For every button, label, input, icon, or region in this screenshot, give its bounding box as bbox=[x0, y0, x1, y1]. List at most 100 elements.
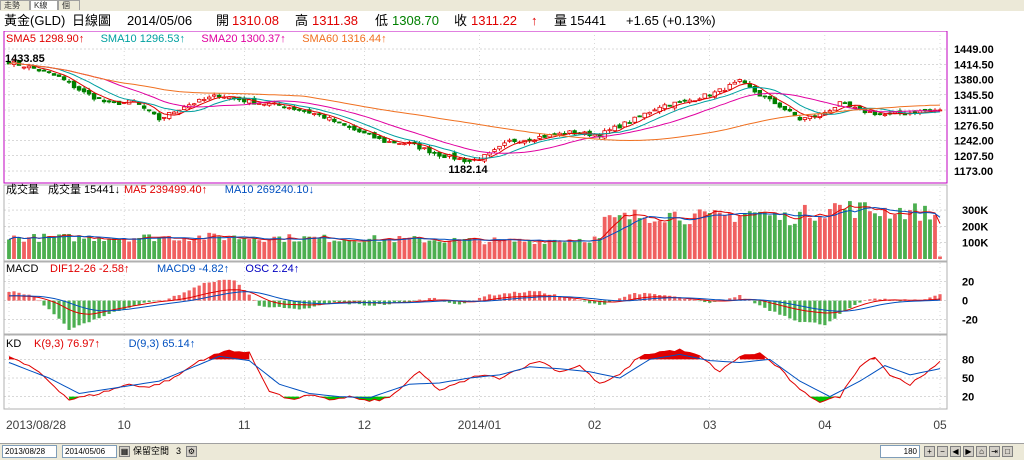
home-icon[interactable]: ⌂ bbox=[976, 446, 987, 457]
volume-bar bbox=[247, 239, 252, 259]
tab-kline[interactable]: K線圖 bbox=[30, 0, 58, 20]
date-from-field[interactable]: 2013/08/28 bbox=[2, 445, 57, 458]
osc-bar bbox=[778, 300, 782, 315]
volume-bar bbox=[192, 238, 197, 259]
candle-body bbox=[572, 130, 577, 135]
osc-bar bbox=[593, 300, 597, 304]
volume-bar bbox=[462, 238, 467, 259]
candle-body bbox=[262, 103, 267, 106]
volume-bar bbox=[878, 216, 882, 259]
date-to-field[interactable]: 2014/05/06 bbox=[62, 445, 117, 458]
volume-bar bbox=[848, 201, 852, 259]
volume-bar bbox=[117, 238, 122, 259]
legend-k93: K(9,3) 76.97↑ bbox=[34, 338, 100, 350]
tab-intraday[interactable]: 走勢圖 bbox=[0, 0, 30, 20]
calendar-icon[interactable]: ▦ bbox=[119, 446, 130, 457]
volume-bar bbox=[482, 244, 487, 259]
osc-bar bbox=[708, 300, 712, 303]
scroll-right-icon[interactable]: ▶ bbox=[963, 446, 974, 457]
osc-bar bbox=[733, 297, 737, 301]
kd-panel-title: KD bbox=[6, 338, 21, 350]
volume-bar bbox=[312, 236, 317, 259]
volume-bar bbox=[622, 212, 627, 259]
osc-bar bbox=[608, 300, 612, 302]
volume-bar bbox=[647, 222, 652, 259]
legend-sma5: SMA5 1298.90↑ bbox=[6, 33, 84, 45]
volume-bar bbox=[177, 240, 182, 259]
osc-bar bbox=[102, 300, 106, 317]
candle-body bbox=[247, 99, 252, 104]
candle-body bbox=[207, 96, 212, 100]
candle-body bbox=[397, 143, 402, 145]
volume-bar bbox=[747, 211, 752, 259]
tab-stock[interactable]: 個股 bbox=[58, 0, 80, 20]
legend-sma60: SMA60 1316.44↑ bbox=[302, 33, 386, 45]
osc-bar bbox=[763, 300, 767, 308]
candle-body bbox=[567, 130, 572, 134]
osc-bar bbox=[112, 300, 116, 312]
volume-bar bbox=[607, 215, 612, 259]
end-icon[interactable]: ⇥ bbox=[989, 446, 1000, 457]
volume-bar bbox=[762, 211, 767, 259]
candle-body bbox=[662, 104, 667, 110]
zoom-in-icon[interactable]: + bbox=[924, 446, 935, 457]
price-tick-label: 1242.00 bbox=[954, 136, 994, 148]
osc-bar bbox=[487, 294, 492, 301]
volume-bar bbox=[632, 209, 637, 259]
volume-bar bbox=[667, 212, 672, 259]
volume-bar bbox=[527, 240, 532, 259]
volume-bar bbox=[457, 239, 462, 259]
osc-bar bbox=[482, 296, 487, 301]
volume-bar bbox=[162, 236, 167, 259]
candle-body bbox=[607, 129, 612, 132]
osc-bar bbox=[157, 299, 161, 301]
osc-bar bbox=[718, 300, 722, 301]
keep-space-value[interactable]: 3 bbox=[176, 446, 182, 456]
low-label: 低 bbox=[375, 13, 389, 28]
volume-bar bbox=[577, 238, 582, 259]
macd-tick-label: 20 bbox=[962, 277, 974, 289]
osc-bar bbox=[783, 300, 787, 316]
volume-value: 15441 bbox=[570, 13, 607, 28]
osc-bar bbox=[477, 297, 482, 301]
stock-chart[interactable]: 1449.00 1414.50 1380.00 1345.50 1311.00 1276.… bbox=[0, 31, 1024, 443]
candle-body bbox=[652, 109, 657, 112]
volume-bar bbox=[512, 241, 517, 259]
volume-bar bbox=[933, 214, 937, 259]
price-tick-label: 1173.00 bbox=[954, 166, 993, 178]
sma20-line bbox=[8, 62, 941, 154]
kd-overbought-area bbox=[739, 352, 765, 360]
candle-body bbox=[287, 107, 292, 110]
quote-header: 黃金(GLD) 日線圖 2014/05/06 開 1310.08 高 1311.… bbox=[0, 11, 1024, 31]
osc-bar bbox=[452, 300, 457, 304]
osc-bar bbox=[643, 292, 647, 301]
candle-body bbox=[682, 99, 687, 102]
volume-bar bbox=[82, 238, 86, 259]
volume-bar bbox=[772, 212, 777, 259]
osc-bar bbox=[267, 300, 271, 308]
candle-body bbox=[537, 136, 542, 139]
volume-bar bbox=[197, 235, 202, 259]
osc-bar bbox=[432, 297, 437, 301]
osc-bar bbox=[327, 300, 331, 304]
scroll-left-icon[interactable]: ◀ bbox=[950, 446, 961, 457]
candle-body bbox=[181, 106, 187, 110]
price-tick-label: 1311.00 bbox=[954, 105, 993, 117]
volume-bar bbox=[918, 220, 922, 259]
volume-bar bbox=[782, 212, 787, 259]
zoom-out-icon[interactable]: − bbox=[937, 446, 948, 457]
quote-date: 2014/05/06 bbox=[127, 13, 193, 28]
candle-body bbox=[362, 130, 367, 134]
osc-bar bbox=[578, 300, 582, 301]
volume-bar bbox=[797, 211, 802, 259]
settings-icon[interactable]: ⚙ bbox=[186, 446, 197, 457]
osc-bar bbox=[748, 300, 752, 301]
osc-bar bbox=[37, 300, 41, 302]
fullscreen-icon[interactable]: □ bbox=[1002, 446, 1013, 457]
bar-count-field[interactable]: 180 bbox=[880, 445, 920, 458]
volume-bar bbox=[522, 241, 527, 259]
osc-bar bbox=[633, 293, 637, 301]
osc-bar bbox=[397, 300, 402, 304]
osc-bar bbox=[848, 300, 852, 309]
volume-bar bbox=[557, 240, 562, 259]
